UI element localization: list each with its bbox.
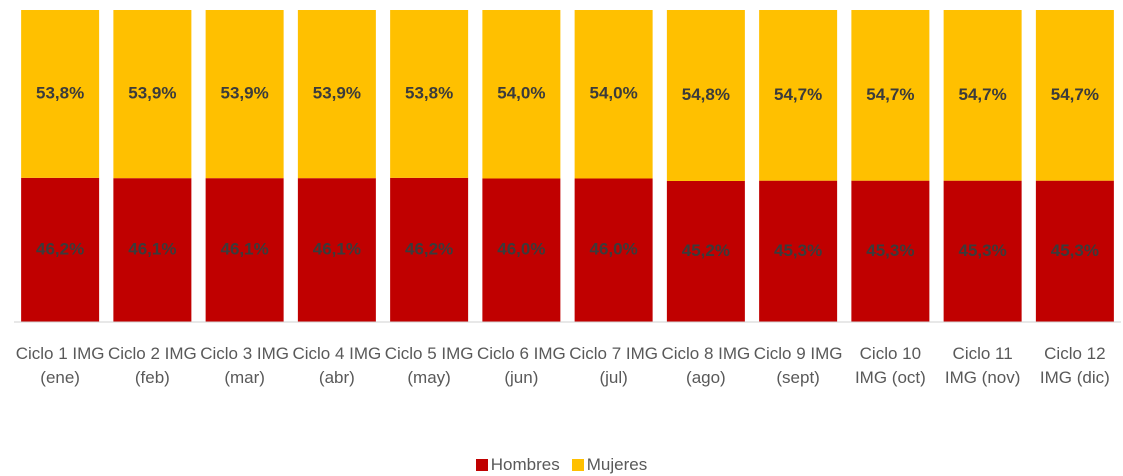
bar-segment [759,10,838,181]
x-tick-label: Ciclo 11 IMG (nov) [944,344,1021,387]
bar-segment [390,10,469,178]
x-tick-label: Ciclo 9 IMG (sept) [753,344,843,387]
bar-segment [851,180,930,322]
value-label: 45,3% [959,241,1007,260]
value-label: 46,1% [313,240,361,259]
value-label: 54,7% [774,85,822,104]
x-tick-label: Ciclo 5 IMG (may) [384,344,474,387]
bar-segment [666,180,745,322]
bar-segment [1035,180,1114,322]
bar-segment [759,180,838,322]
bar-segment [390,177,469,322]
bar-segment [943,180,1022,322]
bar-segment [113,10,192,179]
x-tick-label: Ciclo 10 IMG (oct) [854,344,926,387]
bar-segment [943,10,1022,181]
bar-segment [574,10,653,179]
bar-segment [21,10,100,178]
bar-segment [666,10,745,181]
bar-segment [205,178,284,322]
value-label: 45,3% [1051,241,1099,260]
value-label: 53,8% [36,83,84,102]
x-tick-label: Ciclo 4 IMG (abr) [292,344,382,387]
value-label: 53,9% [221,84,269,103]
value-label: 46,0% [590,240,638,259]
bar-segment [1035,10,1114,181]
value-label: 46,1% [128,240,176,259]
bar-segment [297,178,376,322]
value-label: 54,7% [866,85,914,104]
value-label: 45,3% [866,241,914,260]
bar-segment [851,10,930,181]
value-label: 53,9% [313,84,361,103]
x-tick-label: Ciclo 6 IMG (jun) [476,344,566,387]
bar-segment [21,177,100,322]
value-label: 46,0% [497,240,545,259]
value-label: 45,3% [774,241,822,260]
bar-segment [205,10,284,179]
bar-segment [574,178,653,322]
legend: Hombres Mujeres [0,455,1123,475]
legend-swatch [475,459,488,471]
value-label: 54,8% [682,85,730,104]
x-tick-label: Ciclo 2 IMG (feb) [107,344,197,387]
value-label: 54,0% [590,84,638,103]
value-label: 46,2% [36,239,84,258]
x-tick-label: Ciclo 12 IMG (dic) [1039,344,1110,387]
bar-segment [482,10,561,179]
x-tick-label: Ciclo 8 IMG (ago) [661,344,751,387]
legend-label: Mujeres [586,455,648,474]
bar-segment [482,178,561,322]
legend-item: Mujeres [571,455,648,475]
x-tick-label: Ciclo 7 IMG (jul) [569,344,659,387]
value-label: 53,8% [405,83,453,102]
value-label: 45,2% [682,241,730,260]
x-tick-label: Ciclo 3 IMG (mar) [200,344,290,387]
bar-segment [113,178,192,322]
legend-item: Hombres [475,455,560,475]
value-label: 54,0% [497,84,545,103]
x-tick-label: Ciclo 1 IMG (ene) [15,344,105,387]
legend-label: Hombres [490,455,560,474]
bar-segment [297,10,376,179]
value-label: 54,7% [959,85,1007,104]
value-label: 46,1% [221,240,269,259]
value-label: 46,2% [405,239,453,258]
legend-swatch [571,459,584,471]
value-label: 54,7% [1051,85,1099,104]
value-label: 53,9% [128,84,176,103]
